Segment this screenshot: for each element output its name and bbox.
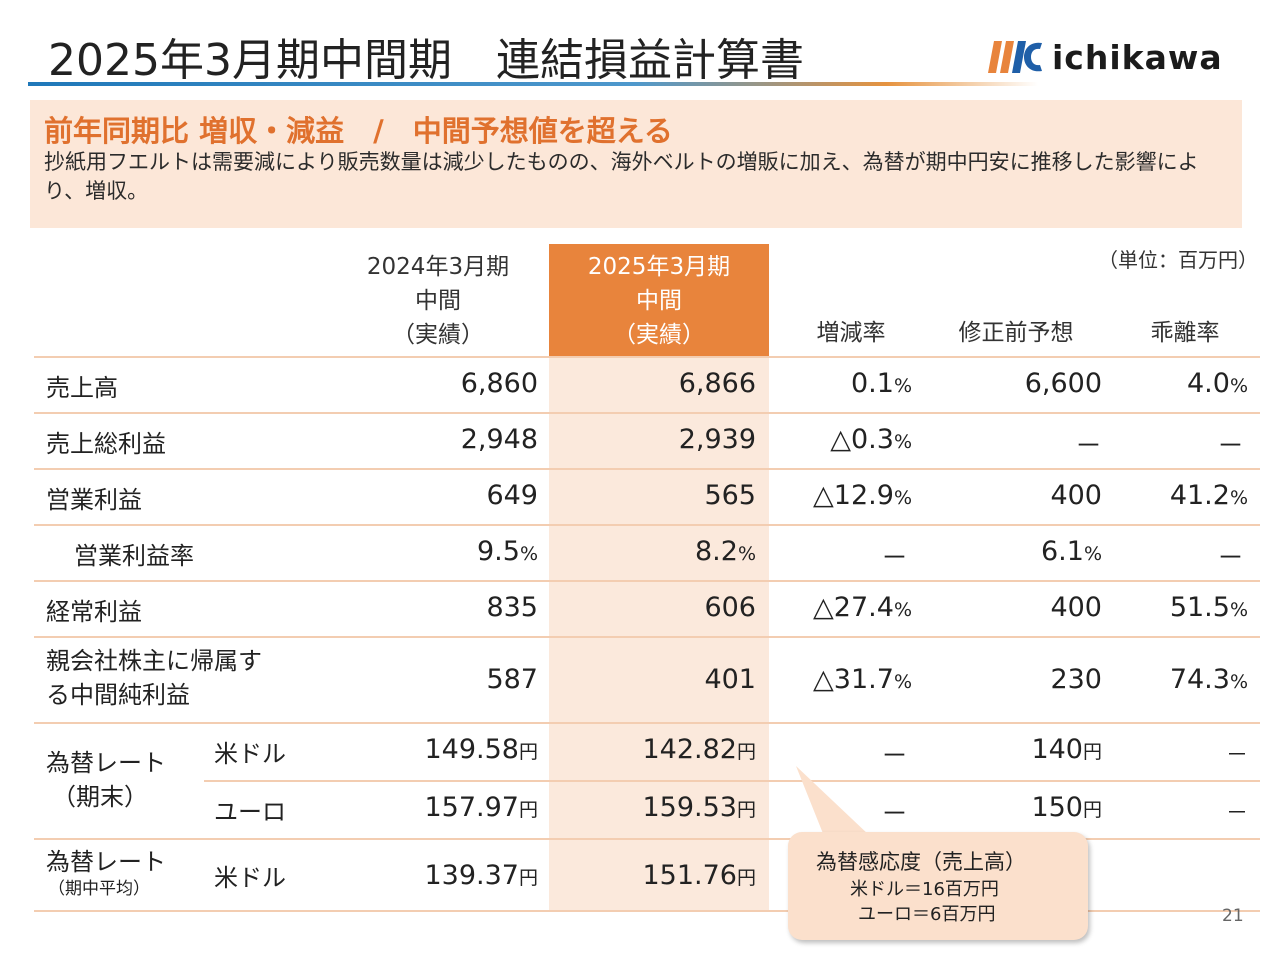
forecast-value: － bbox=[1075, 431, 1102, 462]
row-label: 売上高 bbox=[46, 374, 118, 402]
row-divider bbox=[34, 910, 1260, 912]
change-value: △12.9% bbox=[813, 480, 912, 511]
curr-value: 6,866 bbox=[678, 368, 756, 399]
variance-value: 51.5% bbox=[1169, 592, 1248, 623]
curr-value: 142.82円 bbox=[642, 734, 757, 765]
change-rate-header: 増減率 bbox=[816, 320, 886, 346]
variance-value: － bbox=[1225, 801, 1248, 826]
change-value: △27.4% bbox=[813, 592, 912, 623]
prev-value: 149.58円 bbox=[424, 734, 539, 765]
page-title: 2025年3月期中間期 連結損益計算書 bbox=[48, 35, 804, 86]
fx-sensitivity-callout bbox=[788, 832, 1088, 940]
prev-value: 649 bbox=[486, 480, 538, 511]
row-divider bbox=[204, 780, 1260, 782]
row-divider bbox=[34, 636, 1260, 638]
row-label: 経常利益 bbox=[46, 598, 142, 626]
forecast-value: 400 bbox=[1050, 480, 1102, 511]
summary-box: 前年同期比 増収・減益 / 中間予想値を超える 抄紙用フエルトは需要減により販売… bbox=[30, 100, 1242, 228]
logo-wordmark: ichikawa bbox=[1052, 37, 1223, 77]
change-value: － bbox=[881, 799, 908, 830]
row-divider bbox=[34, 580, 1260, 582]
callout-pointer bbox=[796, 766, 870, 836]
currency-label-usd: 米ドル bbox=[214, 864, 286, 892]
variance-header: 乖離率 bbox=[1150, 320, 1220, 346]
summary-body: 抄紙用フエルトは需要減により販売数量は減少したものの、海外ベルトの増販に加え、為… bbox=[44, 150, 1199, 203]
change-value: 0.1% bbox=[850, 368, 912, 399]
row-divider bbox=[34, 838, 1260, 840]
row-divider bbox=[34, 412, 1260, 414]
forecast-value: 150円 bbox=[1031, 792, 1102, 823]
forecast-value: 6.1% bbox=[1040, 536, 1102, 567]
variance-value: － bbox=[1217, 543, 1244, 574]
forecast-value: 140円 bbox=[1031, 734, 1102, 765]
forecast-value: 230 bbox=[1050, 664, 1102, 695]
curr-value: 565 bbox=[704, 480, 756, 511]
prev-value: 9.5% bbox=[476, 536, 538, 567]
forecast-header: 修正前予想 bbox=[958, 320, 1074, 346]
row-divider bbox=[34, 468, 1260, 470]
variance-value: 4.0% bbox=[1186, 368, 1248, 399]
fx-avg-label: 為替レート （期中平均） bbox=[46, 848, 166, 899]
change-value: △31.7% bbox=[813, 664, 912, 695]
summary-headline: 前年同期比 増収・減益 / 中間予想値を超える bbox=[44, 114, 673, 148]
row-divider bbox=[34, 524, 1260, 526]
curr-value: 401 bbox=[704, 664, 756, 695]
curr-value: 8.2% bbox=[694, 536, 756, 567]
currency-label-eur: ユーロ bbox=[214, 798, 286, 826]
prev-value: 139.37円 bbox=[424, 860, 539, 891]
change-value: － bbox=[881, 543, 908, 574]
change-value: △0.3% bbox=[830, 424, 912, 455]
curr-value: 2,939 bbox=[678, 424, 756, 455]
row-label: 営業利益 bbox=[46, 486, 142, 514]
prev-period-header: 2024年3月期 中間 （実績） bbox=[366, 254, 510, 348]
curr-value: 159.53円 bbox=[642, 792, 757, 823]
variance-value: 41.2% bbox=[1169, 480, 1248, 511]
curr-value: 606 bbox=[704, 592, 756, 623]
curr-value: 151.76円 bbox=[642, 860, 757, 891]
change-value: － bbox=[881, 741, 908, 772]
ichikawa-logo-icon bbox=[988, 41, 1042, 73]
callout-eur-line: ユーロ＝6百万円 bbox=[858, 904, 996, 925]
currency-label-usd: 米ドル bbox=[214, 740, 286, 768]
row-label: 親会社株主に帰属す る中間純利益 bbox=[46, 647, 262, 709]
fx-end-label: 為替レート （期末） bbox=[46, 749, 166, 811]
variance-value: － bbox=[1225, 743, 1248, 768]
prev-value: 587 bbox=[486, 664, 538, 695]
row-label: 売上総利益 bbox=[46, 430, 166, 458]
prev-value: 6,860 bbox=[460, 368, 538, 399]
forecast-value: 400 bbox=[1050, 592, 1102, 623]
page-number: 21 bbox=[1222, 906, 1244, 926]
prev-value: 835 bbox=[486, 592, 538, 623]
forecast-value: 6,600 bbox=[1024, 368, 1102, 399]
callout-title: 為替感応度（売上高） bbox=[816, 850, 1026, 874]
variance-value: － bbox=[1217, 431, 1244, 462]
current-period-header: 2025年3月期 中間 （実績） bbox=[549, 244, 769, 356]
row-divider bbox=[34, 356, 1260, 358]
row-label: 営業利益率 bbox=[74, 542, 194, 570]
title-underline bbox=[28, 82, 1038, 86]
prev-value: 2,948 bbox=[460, 424, 538, 455]
unit-label: （単位：百万円） bbox=[1098, 248, 1258, 272]
row-divider bbox=[34, 722, 1260, 724]
company-logo: ichikawa bbox=[988, 34, 1223, 80]
prev-value: 157.97円 bbox=[424, 792, 539, 823]
callout-usd-line: 米ドル＝16百万円 bbox=[850, 879, 999, 900]
variance-value: 74.3% bbox=[1169, 664, 1248, 695]
